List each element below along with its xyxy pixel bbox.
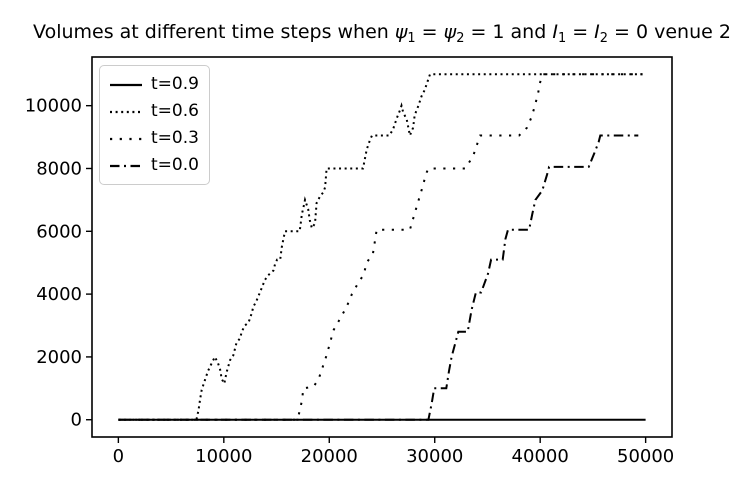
x-tick-label: 50000: [617, 446, 674, 467]
series-line-t03: [118, 73, 646, 421]
y-tick-label: 4000: [36, 284, 82, 305]
x-tick-label: 30000: [406, 446, 463, 467]
legend-label: t=0.3: [151, 128, 199, 148]
title-segment: =: [415, 21, 444, 43]
title-segment: 1: [407, 30, 416, 46]
legend-item-t03: t=0.3: [109, 125, 199, 152]
legend: t=0.9 t=0.6 t=0.3 t=0.0: [99, 65, 210, 185]
legend-label: t=0.9: [151, 74, 199, 94]
title-segment: Volumes at different time steps when: [33, 21, 395, 43]
x-tick-label: 10000: [195, 446, 252, 467]
title-segment: ψ: [443, 21, 457, 43]
legend-line-sample-icon: [110, 137, 142, 140]
title-segment: = 0 venue 2: [607, 21, 731, 43]
series-line-t06: [118, 73, 646, 421]
legend-item-t06: t=0.6: [109, 98, 199, 125]
legend-item-t00: t=0.0: [109, 152, 199, 179]
x-tick-label: 40000: [512, 446, 569, 467]
x-tick-label: 0: [113, 446, 124, 467]
legend-line-sample-icon: [110, 164, 142, 167]
title-segment: 2: [456, 30, 465, 46]
y-tick-label: 2000: [36, 347, 82, 368]
title-segment: I: [594, 21, 600, 43]
y-tick-label: 10000: [25, 96, 82, 117]
axes-frame: [91, 56, 673, 438]
x-tick-label: 20000: [301, 446, 358, 467]
title-segment: I: [552, 21, 558, 43]
title-segment: = 1 and: [464, 21, 553, 43]
title-segment: 2: [599, 30, 608, 46]
legend-item-t09: t=0.9: [109, 71, 199, 98]
series-line-t00: [118, 134, 639, 421]
legend-line-sample-icon: [110, 110, 142, 113]
legend-label: t=0.0: [151, 155, 199, 175]
title-segment: 1: [557, 30, 567, 46]
legend-label: t=0.6: [151, 101, 199, 121]
chart-title: Volumes at different time steps when ψ1 …: [33, 20, 731, 47]
y-tick-label: 6000: [36, 221, 82, 242]
y-tick-label: 8000: [36, 158, 82, 179]
title-segment: ψ: [394, 21, 408, 43]
title-segment: =: [566, 21, 595, 43]
y-tick-label: 0: [71, 410, 82, 431]
legend-line-sample-icon: [110, 83, 142, 86]
